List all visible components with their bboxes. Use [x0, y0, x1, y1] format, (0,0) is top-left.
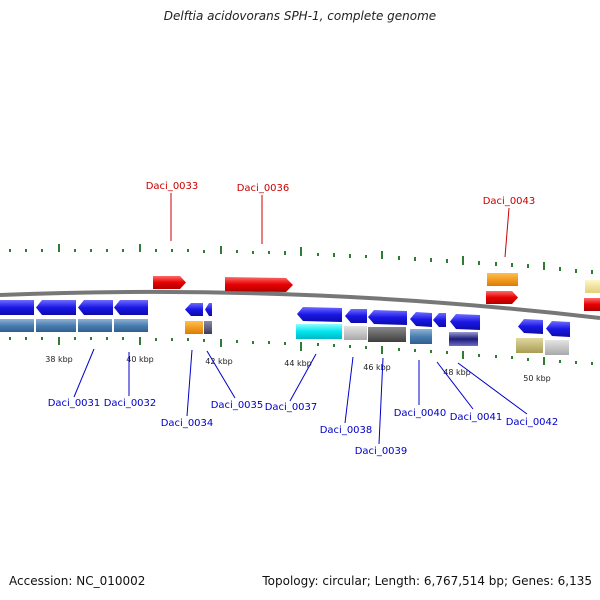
gene-cyan[interactable] — [296, 324, 342, 339]
scale-label: 40 kbp — [126, 355, 154, 364]
gene-grey[interactable] — [344, 326, 367, 340]
scale-label: 48 kbp — [443, 368, 471, 377]
gene-daci-0040[interactable] — [410, 312, 432, 327]
gene-label[interactable]: Daci_0036 — [237, 183, 290, 194]
gene-steel-2[interactable] — [36, 319, 76, 332]
gene-daci-0039[interactable] — [368, 310, 407, 325]
lower-tick-row — [9, 337, 593, 365]
gene-label[interactable]: Daci_0032 — [104, 398, 157, 409]
upper-tick-row — [9, 244, 593, 274]
scale-label: 38 kbp — [45, 355, 73, 364]
gene-daci-0041[interactable] — [433, 313, 446, 327]
gene-khaki[interactable] — [516, 338, 543, 353]
gene-label[interactable]: Daci_0042 — [506, 417, 559, 428]
gene-steel-3[interactable] — [78, 319, 112, 332]
gene-daci-0035[interactable] — [205, 303, 212, 316]
gene-slate-small[interactable] — [204, 321, 212, 334]
gene-blue-a[interactable] — [518, 319, 543, 334]
gene-daci-0031[interactable] — [36, 300, 76, 315]
scale-label: 50 kbp — [523, 374, 551, 383]
gene-label[interactable]: Daci_0039 — [355, 446, 408, 457]
gene-label[interactable]: Daci_0043 — [483, 196, 536, 207]
gene-steel-4[interactable] — [114, 319, 148, 332]
scale-label: 42 kbp — [205, 357, 233, 366]
gene-label[interactable]: Daci_0041 — [450, 412, 503, 423]
lower-leader-lines — [73, 348, 528, 445]
gene-daci-0043-part[interactable] — [487, 273, 518, 286]
gene-label[interactable]: Daci_0033 — [146, 181, 199, 192]
gene-dark[interactable] — [368, 327, 406, 342]
gene-label[interactable]: Daci_0031 — [48, 398, 101, 409]
gene-label[interactable]: Daci_0040 — [394, 408, 447, 419]
gene-label[interactable]: Daci_0035 — [211, 400, 264, 411]
gene-grey-2[interactable] — [545, 340, 569, 355]
gene-red-edge[interactable] — [584, 298, 600, 311]
scale-label: 44 kbp — [284, 359, 312, 368]
gene-daci-0042[interactable] — [450, 314, 480, 330]
gene-label[interactable]: Daci_0034 — [161, 418, 214, 429]
gene-daci-0037[interactable] — [297, 307, 342, 322]
gene-steel-1[interactable] — [0, 319, 34, 332]
gene-daci-0033[interactable] — [153, 276, 186, 289]
genome-backbone — [0, 289, 600, 320]
upper-leader-lines — [170, 193, 510, 258]
scale-label: 46 kbp — [363, 363, 391, 372]
gene-daci-0031-a[interactable] — [0, 300, 34, 315]
gene-daci-0038[interactable] — [345, 309, 367, 323]
gene-daci-0032[interactable] — [114, 300, 148, 315]
gene-navy[interactable] — [449, 332, 478, 346]
accession-text: Accession: NC_010002 — [9, 574, 146, 588]
gene-cream[interactable] — [585, 280, 600, 293]
topology-text: Topology: circular; Length: 6,767,514 bp… — [262, 574, 592, 588]
gene-steel-5[interactable] — [410, 329, 432, 344]
gene-daci-0034[interactable] — [185, 303, 203, 316]
gene-orange-small[interactable] — [185, 321, 203, 334]
genome-title: Delftia acidovorans SPH-1, complete geno… — [163, 9, 437, 23]
gene-label[interactable]: Daci_0038 — [320, 425, 373, 436]
gene-daci-0043[interactable] — [486, 291, 518, 304]
gene-daci-0032-a[interactable] — [78, 300, 113, 315]
gene-daci-0036[interactable] — [225, 277, 293, 292]
gene-blue-b[interactable] — [546, 321, 570, 337]
gene-label[interactable]: Daci_0037 — [265, 402, 318, 413]
